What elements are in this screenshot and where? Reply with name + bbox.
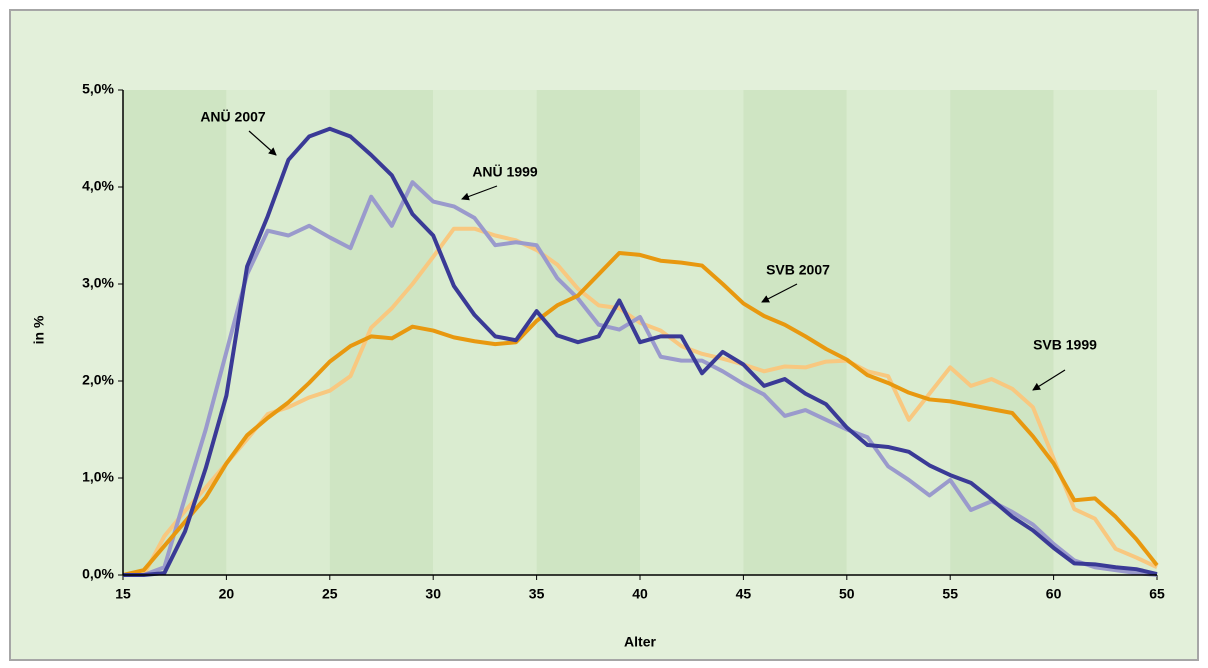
x-axis-title: Alter: [624, 634, 656, 650]
y-tick-label: 3,0%: [82, 275, 114, 291]
y-axis-title: in %: [31, 315, 47, 344]
plot-band: [846, 90, 951, 575]
x-tick-label: 25: [322, 586, 338, 602]
x-tick-label: 60: [1046, 586, 1062, 602]
series-label-arrow: [1032, 369, 1066, 391]
series-label: ANÜ 1999: [472, 164, 538, 180]
plot-band: [1053, 90, 1157, 575]
x-tick-label: 20: [219, 586, 235, 602]
y-tick-label: 1,0%: [82, 469, 114, 485]
x-tick-label: 35: [529, 586, 545, 602]
y-tick-label: 5,0%: [82, 81, 114, 97]
x-tick-label: 30: [425, 586, 441, 602]
series-label-arrow: [461, 185, 498, 201]
x-tick-label: 50: [839, 586, 855, 602]
y-tick-label: 2,0%: [82, 372, 114, 388]
plot-band: [329, 90, 434, 575]
series-label-arrow: [248, 130, 277, 156]
series-line: [123, 226, 1158, 577]
x-tick-label: 65: [1149, 586, 1165, 602]
series-line: [123, 180, 1158, 577]
series-label: SVB 1999: [1033, 337, 1097, 353]
y-tick-label: 4,0%: [82, 178, 114, 194]
series-line: [123, 126, 1158, 577]
plot-band: [536, 90, 640, 575]
plot-band: [226, 90, 330, 575]
plot-band: [640, 90, 744, 575]
y-tick-label: 0,0%: [82, 566, 114, 582]
plot-bands: [123, 90, 1157, 575]
x-tick-label: 55: [942, 586, 958, 602]
x-tick-label: 15: [115, 586, 131, 602]
series-label: ANÜ 2007: [200, 109, 266, 125]
x-tick-label: 45: [736, 586, 752, 602]
series-label-arrow: [761, 283, 798, 303]
plot-band: [950, 90, 1054, 575]
x-tick-label: 40: [632, 586, 648, 602]
plot-band: [123, 90, 227, 575]
series-label: SVB 2007: [766, 262, 830, 278]
series-line: [122, 250, 1159, 577]
